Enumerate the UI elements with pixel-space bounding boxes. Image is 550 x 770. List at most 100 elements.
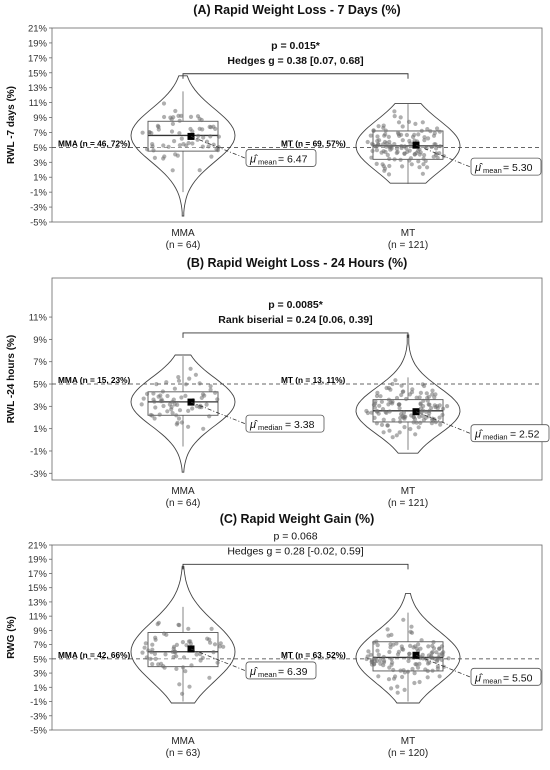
data-point xyxy=(393,378,398,383)
annotation-box xyxy=(245,661,317,680)
annotation-subscript: mean xyxy=(483,166,502,175)
y-axis-label: RWG (%) xyxy=(6,616,17,659)
annotation-value: = 5.50 xyxy=(503,672,533,684)
data-point xyxy=(171,115,176,120)
data-point xyxy=(181,665,186,670)
data-point xyxy=(144,655,149,660)
data-point xyxy=(380,407,386,412)
data-point xyxy=(439,657,444,663)
data-point xyxy=(386,633,391,638)
data-point xyxy=(415,665,421,670)
data-point xyxy=(196,133,201,138)
data-point xyxy=(412,680,417,686)
data-point xyxy=(153,405,158,410)
data-point xyxy=(171,644,177,650)
data-point xyxy=(387,163,392,169)
threshold-count-label: MT (n = 63, 52%) xyxy=(281,650,346,660)
data-point xyxy=(217,644,222,649)
data-point xyxy=(186,626,191,631)
data-point xyxy=(406,658,411,664)
data-point xyxy=(390,435,395,440)
data-point xyxy=(372,415,377,420)
y-tick-label: 7% xyxy=(33,640,47,651)
annotation-subscript: median xyxy=(483,433,508,442)
annotation-value: = 5.30 xyxy=(503,162,533,174)
data-point xyxy=(379,399,384,404)
data-point xyxy=(430,668,435,673)
data-point xyxy=(164,632,169,637)
x-category-label: MMA xyxy=(171,736,195,747)
data-point xyxy=(151,148,156,153)
data-point xyxy=(435,155,440,160)
annotation-value: = 2.52 xyxy=(510,429,540,441)
data-point xyxy=(140,130,145,135)
x-category-label: MT xyxy=(401,228,415,239)
data-point xyxy=(439,644,445,649)
data-point xyxy=(397,406,402,411)
data-point xyxy=(425,668,430,674)
data-point xyxy=(162,114,167,120)
data-point xyxy=(141,396,146,401)
data-point xyxy=(364,656,369,662)
data-point xyxy=(386,677,392,682)
x-category-n: (n = 64) xyxy=(166,498,201,509)
data-point xyxy=(152,399,157,404)
data-point xyxy=(387,139,392,144)
data-point xyxy=(162,154,167,159)
data-point xyxy=(175,153,180,158)
data-point xyxy=(375,643,380,648)
data-point xyxy=(416,132,421,137)
data-point xyxy=(139,402,144,407)
data-point xyxy=(200,127,205,132)
data-point xyxy=(383,409,388,415)
group-mt: MT (n = 13, 11%) μ̂ median = 2.52 MT(n = 121… xyxy=(281,334,550,509)
stat-effect-size: Hedges g = 0.38 [0.07, 0.68] xyxy=(227,55,363,67)
data-point xyxy=(409,624,414,629)
y-tick-label: 3% xyxy=(33,669,47,680)
data-point xyxy=(213,126,218,131)
data-point xyxy=(430,392,435,397)
data-point xyxy=(145,391,150,396)
data-point xyxy=(389,657,394,662)
data-point xyxy=(386,402,391,407)
data-point xyxy=(440,653,445,658)
data-point xyxy=(420,171,425,176)
y-tick-label: -1% xyxy=(30,446,47,457)
data-point xyxy=(418,420,423,425)
data-point xyxy=(151,391,156,396)
data-point xyxy=(432,395,437,400)
data-point xyxy=(398,157,403,162)
data-point xyxy=(402,151,407,156)
data-point xyxy=(153,635,158,640)
data-point xyxy=(180,640,185,645)
data-point xyxy=(194,652,199,657)
y-tick-label: 13% xyxy=(28,597,48,608)
x-category-n: (n = 63) xyxy=(166,748,201,759)
data-point xyxy=(408,426,413,432)
data-point xyxy=(417,414,422,419)
data-point xyxy=(396,402,401,407)
data-point xyxy=(152,155,157,160)
y-tick-label: -1% xyxy=(30,697,47,708)
mu-hat-symbol: μ̂ xyxy=(249,666,258,678)
data-point xyxy=(209,626,214,632)
data-point xyxy=(385,152,390,158)
data-point xyxy=(429,144,434,150)
data-point xyxy=(176,375,181,380)
data-point xyxy=(426,136,431,141)
data-point xyxy=(392,676,397,681)
data-point xyxy=(410,387,415,392)
data-point xyxy=(176,378,182,383)
data-point xyxy=(174,413,179,418)
data-point xyxy=(193,372,198,377)
data-point xyxy=(416,159,421,164)
data-point xyxy=(427,660,432,665)
y-tick-label: 19% xyxy=(28,38,48,49)
x-category-n: (n = 120) xyxy=(388,748,428,759)
y-tick-label: 21% xyxy=(28,24,48,35)
data-point xyxy=(366,649,371,654)
data-point xyxy=(189,663,194,668)
data-point xyxy=(387,649,392,655)
stat-effect-size: Rank biserial = 0.24 [0.06, 0.39] xyxy=(218,314,372,326)
mu-hat-symbol: μ̂ xyxy=(474,429,483,441)
